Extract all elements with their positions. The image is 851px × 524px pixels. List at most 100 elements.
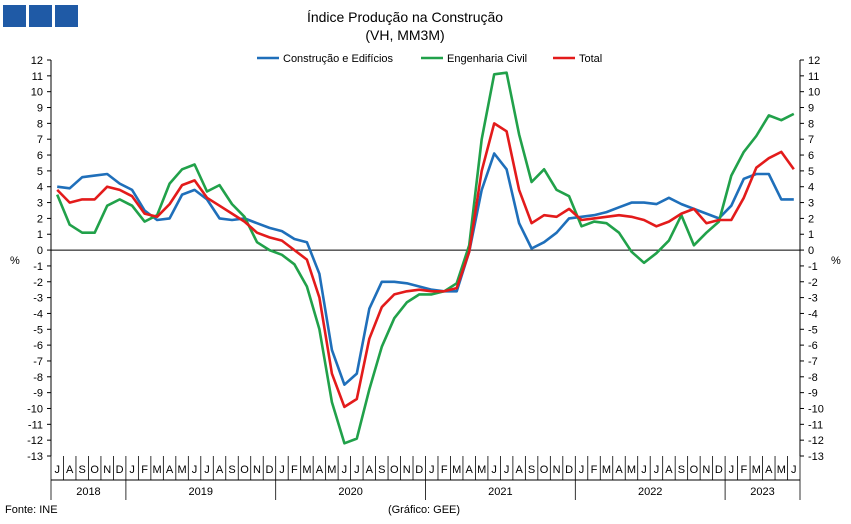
chart-title: Índice Produção na Construção [307,9,503,25]
x-tick-label: J [491,464,497,476]
x-tick-label: F [441,464,448,476]
chart-legend: Construção e Edifícios Engenharia Civil To… [257,53,602,65]
x-tick-label: D [116,464,124,476]
x-tick-label: J [504,464,510,476]
y-tick-label: -13 [27,451,43,463]
year-label: 2023 [750,486,774,498]
x-tick-label: J [204,464,210,476]
y-tick-label: 10 [31,87,43,99]
y-tick-label: -6 [33,340,43,352]
y-tick-label: -9 [33,388,43,400]
x-tick-label: A [166,464,174,476]
x-tick-label: M [327,464,336,476]
y-tick-label: 3 [37,198,43,210]
y-axis-label-right: % [831,255,841,267]
y-tick-label: -5 [808,324,818,336]
y-tick-label: 6 [37,150,43,162]
x-tick-label: A [366,464,374,476]
y-tick-label: -4 [33,308,43,320]
y-tick-label: -11 [28,419,43,431]
year-label: 2019 [189,486,213,498]
y-tick-label: 9 [808,103,814,115]
y-tick-label: -6 [808,340,818,352]
x-tick-label: J [791,464,797,476]
y-tick-label: -2 [33,277,43,289]
x-tick-label: J [641,464,647,476]
series-line [55,71,795,445]
x-tick-label: M [452,464,461,476]
x-tick-label: O [390,464,399,476]
y-axis-label-left: % [10,255,20,267]
y-tick-label: 2 [37,213,43,225]
x-tick-label: A [216,464,224,476]
x-tick-label: N [103,464,111,476]
x-tick-label: M [153,464,162,476]
x-tick-label: O [90,464,99,476]
x-tick-label: J [429,464,435,476]
x-tick-label: O [540,464,549,476]
y-tick-label: 12 [31,55,43,67]
x-tick-label: J [354,464,360,476]
x-tick-label: J [129,464,135,476]
x-tick-label: M [627,464,636,476]
y-tick-label: -13 [808,451,824,463]
y-tick-label: -9 [808,388,818,400]
x-tick-label: N [403,464,411,476]
y-tick-label: 7 [808,134,814,146]
y-tick-label: 4 [37,182,43,194]
y-tick-label: -7 [33,356,43,368]
x-tick-label: A [765,464,773,476]
x-tick-label: A [316,464,324,476]
y-tick-label: -4 [808,308,818,320]
x-tick-label: N [553,464,561,476]
x-tick-label: S [528,464,535,476]
series-line [56,122,795,409]
y-tick-label: 0 [808,245,814,257]
y-tick-label: -12 [808,435,824,447]
y-tick-label: 5 [37,166,43,178]
y-tick-label: 4 [808,182,814,194]
x-tick-label: A [665,464,673,476]
x-tick-label: J [729,464,735,476]
source-note: Fonte: INE [5,504,58,516]
y-tick-label: -2 [808,277,818,289]
x-tick-label: M [302,464,311,476]
legend-label: Engenharia Civil [447,53,527,65]
x-tick-label: S [378,464,385,476]
y-tick-label: -8 [33,372,43,384]
x-tick-label: N [702,464,710,476]
brand-logo [3,5,79,27]
year-label: 2020 [338,486,362,498]
legend-label: Construção e Edifícios [283,53,394,65]
y-tick-label: 5 [808,166,814,178]
y-tick-label: -11 [808,419,823,431]
y-tick-label: 12 [808,55,820,67]
y-tick-label: -12 [27,435,43,447]
y-tick-label: 8 [808,118,814,130]
y-tick-label: 3 [808,198,814,210]
y-tick-label: -1 [33,261,43,273]
x-tick-label: S [228,464,235,476]
y-tick-label: 1 [37,229,43,241]
y-tick-label: 11 [32,71,43,83]
year-label: 2022 [638,486,662,498]
y-tick-label: -8 [808,372,818,384]
x-tick-label: M [752,464,761,476]
y-tick-label: 6 [808,150,814,162]
y-tick-label: 2 [808,213,814,225]
y-tick-label: -3 [33,293,43,305]
x-tick-label: O [240,464,249,476]
x-tick-label: F [591,464,598,476]
y-tick-label: 0 [37,245,43,257]
x-tick-label: D [715,464,723,476]
x-tick-label: D [265,464,273,476]
x-tick-label: M [477,464,486,476]
chart-subtitle: (VH, MM3M) [365,27,444,43]
x-tick-label: A [466,464,474,476]
chart-series [55,71,795,445]
y-tick-label: 8 [37,118,43,130]
x-tick-label: A [615,464,623,476]
series-line [57,152,794,387]
y-tick-label: -10 [808,403,824,415]
